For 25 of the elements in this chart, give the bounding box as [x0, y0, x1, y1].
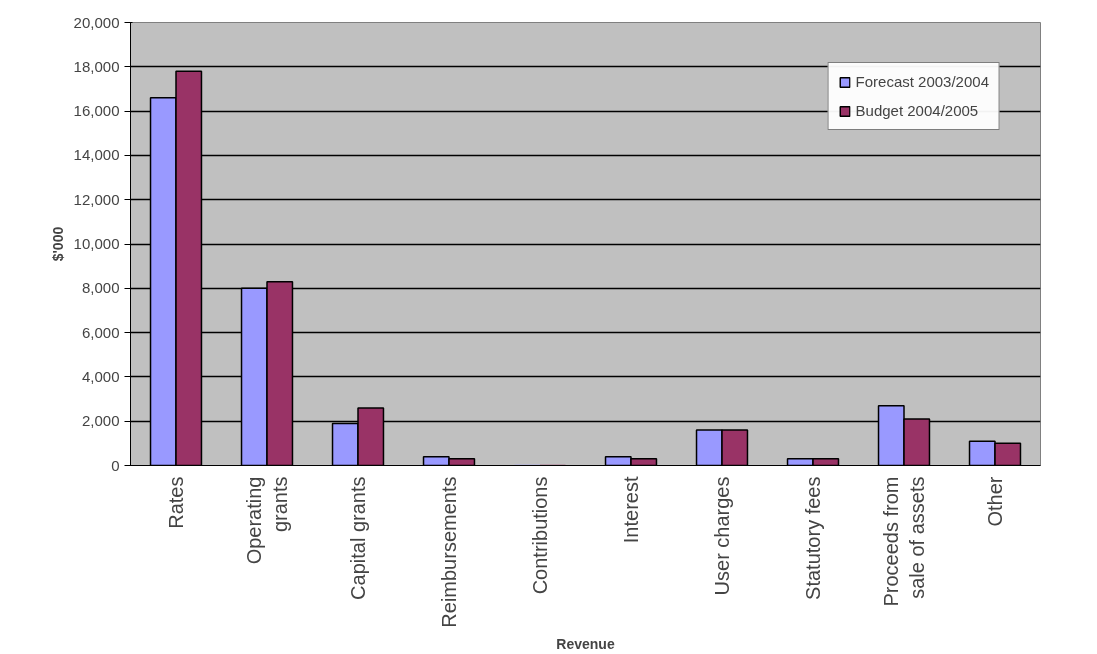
y-tick-label: 0 [111, 456, 120, 474]
x-tick-label: Statutory fees [802, 476, 824, 600]
x-tick-label: Contributions [529, 476, 551, 595]
x-tick-label: Proceeds from sale of assets [879, 476, 929, 607]
y-tick-label: 2,000 [81, 412, 120, 430]
y-tick-label: 12,000 [73, 190, 120, 208]
y-tick-label: 18,000 [73, 57, 120, 75]
y-tick-label: 14,000 [73, 146, 120, 164]
legend-label: Forecast 2003/2004 [855, 73, 989, 90]
y-tick-label: 8,000 [81, 279, 120, 297]
x-tick-label: Other [984, 476, 1006, 527]
y-axis-title: $'000 [49, 226, 66, 262]
y-tick-label: 16,000 [73, 102, 120, 120]
y-tick-label: 4,000 [81, 367, 120, 385]
x-tick-label: Capital grants [347, 476, 369, 600]
x-tick-label: User charges [711, 476, 733, 596]
x-tick-label: Reimbursements [438, 476, 460, 628]
y-tick-label: 20,000 [73, 13, 120, 31]
x-axis-title: Revenue [556, 635, 615, 652]
y-tick-label: 10,000 [73, 235, 120, 252]
x-tick-label: Rates [165, 476, 187, 529]
legend-label: Budget 2004/2005 [855, 102, 979, 119]
x-tick-label: Interest [620, 476, 642, 544]
x-tick-label: Operating grants [242, 476, 292, 565]
y-tick-label: 6,000 [81, 323, 120, 341]
